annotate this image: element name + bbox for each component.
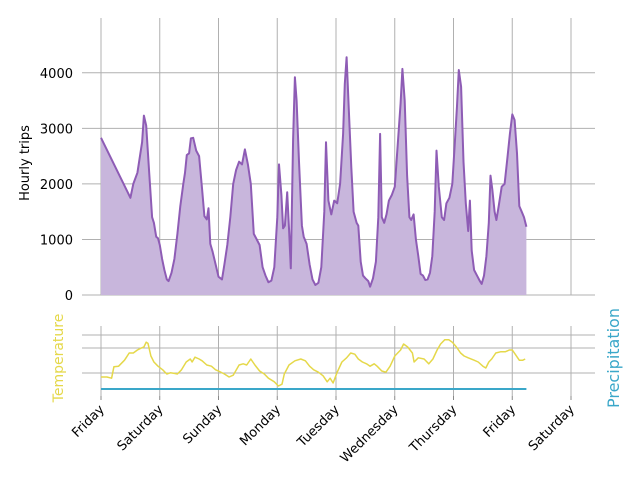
y-tick-label: 3000: [40, 122, 73, 137]
temperature-line: [101, 339, 526, 387]
weather-panel: Friday Saturday Sunday Monday TuesdayWednesd…: [69, 326, 595, 466]
trips-panel: 0 1000 2000 3000 4000: [40, 18, 595, 304]
y-tick-label: 1000: [40, 233, 73, 248]
x-tick-label: Sunday: [180, 402, 225, 447]
x-tick-label: Tuesday: [294, 402, 343, 451]
x-tick-label: Friday: [481, 402, 520, 441]
temperature-axis-label: Temperature: [51, 314, 67, 404]
y-tick-label: 2000: [40, 178, 73, 193]
x-tick-label: Monday: [237, 402, 284, 449]
trips-area: [101, 57, 527, 296]
x-tick-label: Wednesday: [338, 402, 402, 466]
y-tick-label: 0: [65, 289, 73, 304]
trips-line: [100, 56, 528, 288]
x-tick-label: Saturday: [526, 402, 578, 454]
x-tick-label: Saturday: [115, 402, 167, 454]
x-tick-label: Friday: [69, 402, 108, 441]
x-tick-label: Thursday: [406, 402, 460, 456]
precipitation-axis-label: Precipitation: [604, 308, 623, 408]
y-tick-label: 4000: [40, 67, 73, 82]
y-axis-label: Hourly trips: [18, 125, 33, 201]
